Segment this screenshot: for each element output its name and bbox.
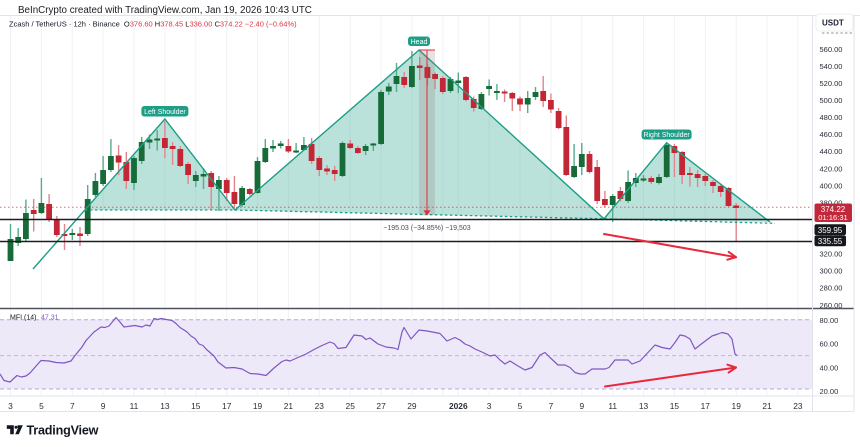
svg-text:13: 13 <box>639 401 649 411</box>
svg-text:3: 3 <box>8 401 13 411</box>
svg-text:500.00: 500.00 <box>820 96 843 105</box>
svg-text:01:16:31: 01:16:31 <box>818 213 848 222</box>
svg-text:19: 19 <box>732 401 742 411</box>
svg-text:47.31: 47.31 <box>41 314 59 321</box>
svg-text:29: 29 <box>407 401 417 411</box>
svg-text:9: 9 <box>579 401 584 411</box>
svg-text:374.22: 374.22 <box>821 205 846 214</box>
svg-text:27: 27 <box>376 401 386 411</box>
svg-text:11: 11 <box>130 401 139 411</box>
svg-text:23: 23 <box>793 401 803 411</box>
svg-text:335.55: 335.55 <box>818 237 843 246</box>
svg-text:520.00: 520.00 <box>820 79 843 88</box>
svg-text:300.00: 300.00 <box>820 267 843 276</box>
svg-text:80.00: 80.00 <box>820 316 839 325</box>
svg-text:15: 15 <box>191 401 201 411</box>
svg-text:19: 19 <box>253 401 263 411</box>
svg-text:13: 13 <box>160 401 170 411</box>
svg-text:Zcash / TetherUS · 12h · Binan: Zcash / TetherUS · 12h · Binance O376.60… <box>9 20 297 29</box>
svg-text:3: 3 <box>487 401 492 411</box>
svg-text:23: 23 <box>315 401 325 411</box>
svg-text:MFI (14): MFI (14) <box>10 314 36 321</box>
svg-text:5: 5 <box>518 401 523 411</box>
svg-text:540.00: 540.00 <box>820 62 843 71</box>
svg-text:20.00: 20.00 <box>820 387 839 396</box>
svg-text:9: 9 <box>101 401 106 411</box>
svg-text:21: 21 <box>762 401 772 411</box>
svg-text:21: 21 <box>284 401 294 411</box>
svg-text:Right Shoulder: Right Shoulder <box>643 132 690 139</box>
svg-text:5: 5 <box>39 401 44 411</box>
svg-text:15: 15 <box>670 401 680 411</box>
svg-text:USDT: USDT <box>822 19 844 28</box>
svg-text:7: 7 <box>549 401 554 411</box>
svg-text:Left Shoulder: Left Shoulder <box>144 109 186 116</box>
svg-text:280.00: 280.00 <box>820 284 843 293</box>
svg-text:380.00: 380.00 <box>820 198 843 207</box>
svg-text:−195.03 (−34.85%) −19,503: −195.03 (−34.85%) −19,503 <box>383 225 470 232</box>
svg-text:320.00: 320.00 <box>820 250 843 259</box>
svg-text:TradingView: TradingView <box>27 424 99 438</box>
svg-text:BeInCrypto created with Tradin: BeInCrypto created with TradingView.com,… <box>18 5 312 16</box>
svg-text:420.00: 420.00 <box>820 164 843 173</box>
svg-text:25: 25 <box>346 401 356 411</box>
svg-text:Head: Head <box>411 39 428 46</box>
svg-text:560.00: 560.00 <box>820 45 843 54</box>
svg-text:400.00: 400.00 <box>820 181 843 190</box>
svg-text:260.00: 260.00 <box>820 301 843 310</box>
svg-text:17: 17 <box>222 401 232 411</box>
svg-text:480.00: 480.00 <box>820 113 843 122</box>
svg-text:60.00: 60.00 <box>820 340 839 349</box>
svg-text:2026: 2026 <box>449 401 468 411</box>
svg-text:17: 17 <box>701 401 711 411</box>
svg-text:7: 7 <box>70 401 75 411</box>
svg-text:40.00: 40.00 <box>820 363 839 372</box>
svg-text:460.00: 460.00 <box>820 130 843 139</box>
svg-text:440.00: 440.00 <box>820 147 843 156</box>
svg-text:11: 11 <box>608 401 617 411</box>
svg-text:359.95: 359.95 <box>818 226 843 235</box>
